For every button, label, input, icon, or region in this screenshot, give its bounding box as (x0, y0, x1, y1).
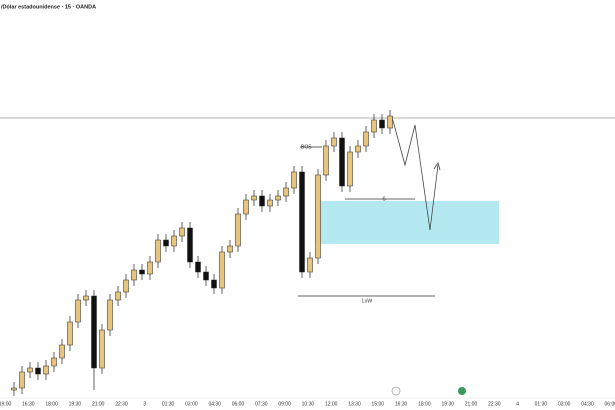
x-tick-label: 3 (143, 401, 146, 407)
event-icon[interactable] (391, 386, 401, 396)
candle-body (155, 239, 161, 263)
x-tick-label: 06:00 (605, 401, 615, 407)
x-tick-label: 4 (516, 401, 519, 407)
candle-body (203, 271, 209, 281)
liquidity-label: S (382, 196, 386, 202)
candle-body (251, 195, 257, 201)
candle-body (379, 119, 385, 129)
x-tick-label: 21:00 (465, 401, 478, 407)
candle-body (307, 257, 313, 273)
x-tick-label: 12:00 (325, 401, 338, 407)
candle-body (83, 295, 89, 301)
candle-body (19, 371, 25, 389)
candle-body (139, 269, 145, 275)
candle-body (259, 195, 265, 207)
event-icon[interactable] (458, 387, 466, 395)
candle-body (187, 227, 193, 263)
candle-body (51, 357, 57, 367)
demand-zone (315, 201, 499, 244)
candle-body (35, 367, 41, 375)
candle-body (91, 295, 97, 369)
bos-label: BOS (301, 144, 312, 150)
candle-body (243, 199, 249, 215)
x-tick-label: 18:00 (45, 401, 58, 407)
candle-body (131, 269, 137, 281)
candle-body (219, 251, 225, 289)
x-tick-label: 19:30 (69, 401, 82, 407)
candle-body (123, 279, 129, 293)
candle-body (195, 261, 201, 273)
x-tick-label: 01:30 (535, 401, 548, 407)
x-tick-label: 21:00 (92, 401, 105, 407)
candle-body (147, 261, 153, 275)
x-tick-label: 22:30 (488, 401, 501, 407)
candle-body (275, 195, 281, 201)
candle-body (331, 137, 337, 147)
candle-body (43, 365, 49, 375)
projection-path (391, 116, 439, 231)
x-tick-label: 13:30 (348, 401, 361, 407)
candles (11, 110, 393, 396)
candle-body (107, 299, 113, 331)
candle-body (371, 119, 377, 133)
candle-body (283, 187, 289, 197)
x-tick-label: 10:30 (302, 401, 315, 407)
candle-body (347, 151, 353, 187)
x-tick-label: 18:00 (418, 401, 431, 407)
candle-body (299, 171, 305, 273)
candle-body (227, 245, 233, 253)
x-tick-label: 01:30 (162, 401, 175, 407)
x-tick-label: 22:30 (115, 401, 128, 407)
x-tick-label: 19:00 (0, 401, 11, 407)
candle-body (315, 174, 321, 259)
candle-body (291, 171, 297, 189)
candle-body (267, 199, 273, 207)
candle-body (99, 329, 105, 369)
candle-body (11, 387, 17, 391)
x-tick-label: 04:30 (208, 401, 221, 407)
candle-body (235, 213, 241, 247)
candle-body (179, 227, 185, 237)
x-tick-label: 06:00 (232, 401, 245, 407)
x-tick-label: 09:00 (278, 401, 291, 407)
candle-body (363, 131, 369, 147)
x-tick-label: 15:00 (372, 401, 385, 407)
candle-body (339, 137, 345, 187)
candle-body (387, 115, 393, 129)
x-tick-label: 16:30 (395, 401, 408, 407)
candle-body (75, 299, 81, 323)
chart-title: /Dólar estadounidense · 15 · OANDA (1, 4, 96, 10)
x-tick-label: 03:00 (185, 401, 198, 407)
x-tick-label: 03:00 (558, 401, 571, 407)
x-axis: 19:00 16:30 18:00 19:30 21:00 22:30 3 01:30 03:0… (0, 401, 615, 407)
candle-body (59, 344, 65, 359)
x-tick-label: 19:30 (441, 401, 454, 407)
low-label: LoW (362, 298, 373, 304)
candle-body (67, 321, 73, 346)
x-tick-label: 04:30 (581, 401, 594, 407)
candle-body (163, 239, 169, 247)
x-tick-label: 16:30 (22, 401, 35, 407)
candle-body (171, 235, 177, 247)
candle-body (323, 145, 329, 176)
candle-body (27, 367, 33, 373)
projection-arrow (433, 162, 441, 171)
x-tick-label: 07:30 (255, 401, 268, 407)
candle-body (211, 279, 217, 289)
candle-body (115, 291, 121, 301)
candle-body (355, 145, 361, 153)
